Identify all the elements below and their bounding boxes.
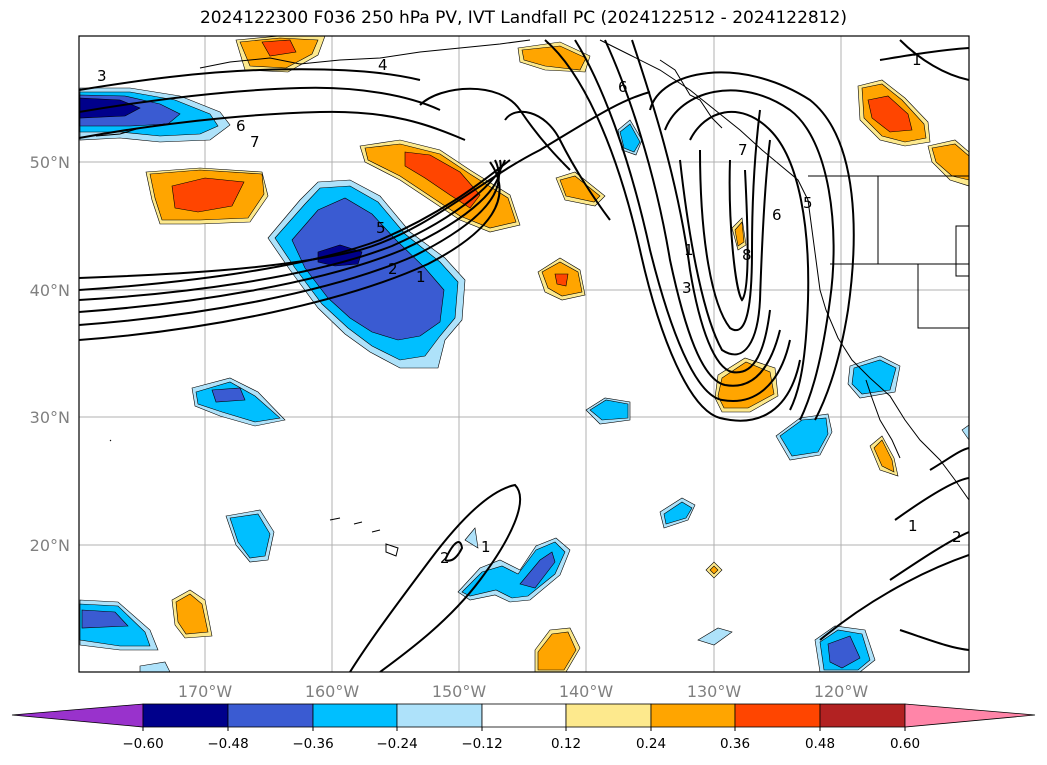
colorbar-segment (481, 703, 567, 728)
contour-label: 1 (912, 51, 922, 69)
colorbar-tick-label: 0.36 (720, 736, 750, 752)
contour-label: 5 (376, 219, 386, 237)
colorbar-tick-label: −0.24 (376, 736, 417, 752)
lon-label: 130°W (687, 682, 742, 701)
pv-positive-anomalies (145, 36, 969, 672)
colorbar-segment (312, 703, 398, 728)
contour-label: 6 (236, 117, 246, 135)
latitude-labels: 50°N 40°N 30°N 20°N (30, 153, 70, 555)
contour-label: 1 (416, 268, 426, 286)
colorbar-tick-label: −0.60 (122, 736, 163, 752)
contour-label: 1 (481, 538, 491, 556)
contour-label: 7 (250, 133, 260, 151)
colorbar-tick-label: −0.12 (461, 736, 502, 752)
colorbar-segment (396, 703, 483, 728)
colorbar-tick-label: −0.48 (207, 736, 248, 752)
colorbar-tick-label: 0.12 (551, 736, 581, 752)
contour-label: 5 (803, 194, 813, 212)
colorbar-labels: −0.60 −0.48 −0.36 −0.24 −0.12 0.12 0.24 … (122, 736, 920, 752)
contour-label: 8 (742, 246, 752, 264)
contour-label: 4 (378, 56, 388, 74)
colorbar-tick-label: 0.60 (890, 736, 920, 752)
longitude-labels: 170°W 160°W 150°W 140°W 130°W 120°W (178, 682, 869, 701)
lon-label: 170°W (178, 682, 233, 701)
contour-label: 1 (908, 517, 918, 535)
lon-label: 160°W (305, 682, 360, 701)
contour-label: 1 (684, 241, 694, 259)
colorbar-segment (142, 703, 229, 728)
lat-label: 20°N (30, 536, 70, 555)
map-frame (78, 35, 970, 673)
colorbar-segment (227, 703, 314, 728)
contour-label: 2 (440, 549, 450, 567)
contour-label: 3 (682, 279, 692, 297)
colorbar-segment (734, 703, 821, 728)
colorbar-ticks (142, 727, 906, 731)
colorbar-tick-label: −0.36 (292, 736, 333, 752)
contour-label: 6 (618, 78, 628, 96)
contour-label: 3 (97, 67, 107, 85)
contour-label: 7 (738, 141, 748, 159)
colorbar-tick-label: 0.48 (805, 736, 835, 752)
contour-label: 2 (952, 528, 962, 546)
colorbar-segment (904, 703, 1036, 728)
lat-label: 50°N (30, 153, 70, 172)
contour-label: 2 (388, 260, 398, 278)
colorbar (11, 703, 1036, 728)
contour-labels: 3 4 6 7 6 5 2 1 1 3 7 8 6 5 1 1 2 2 1 (97, 51, 962, 567)
map-title: 2024122300 F036 250 hPa PV, IVT Landfall… (199, 8, 847, 28)
colorbar-segment (565, 703, 652, 728)
lat-label: 40°N (30, 281, 70, 300)
lon-label: 140°W (559, 682, 614, 701)
colorbar-tick-label: 0.24 (636, 736, 666, 752)
colorbar-segment (650, 703, 736, 728)
ivt-contours (79, 39, 969, 672)
colorbar-segment (819, 703, 906, 728)
lon-label: 120°W (814, 682, 869, 701)
colorbar-segment (11, 703, 144, 728)
lat-label: 30°N (30, 408, 70, 427)
contour-label: 6 (772, 206, 782, 224)
lon-label: 150°W (432, 682, 487, 701)
